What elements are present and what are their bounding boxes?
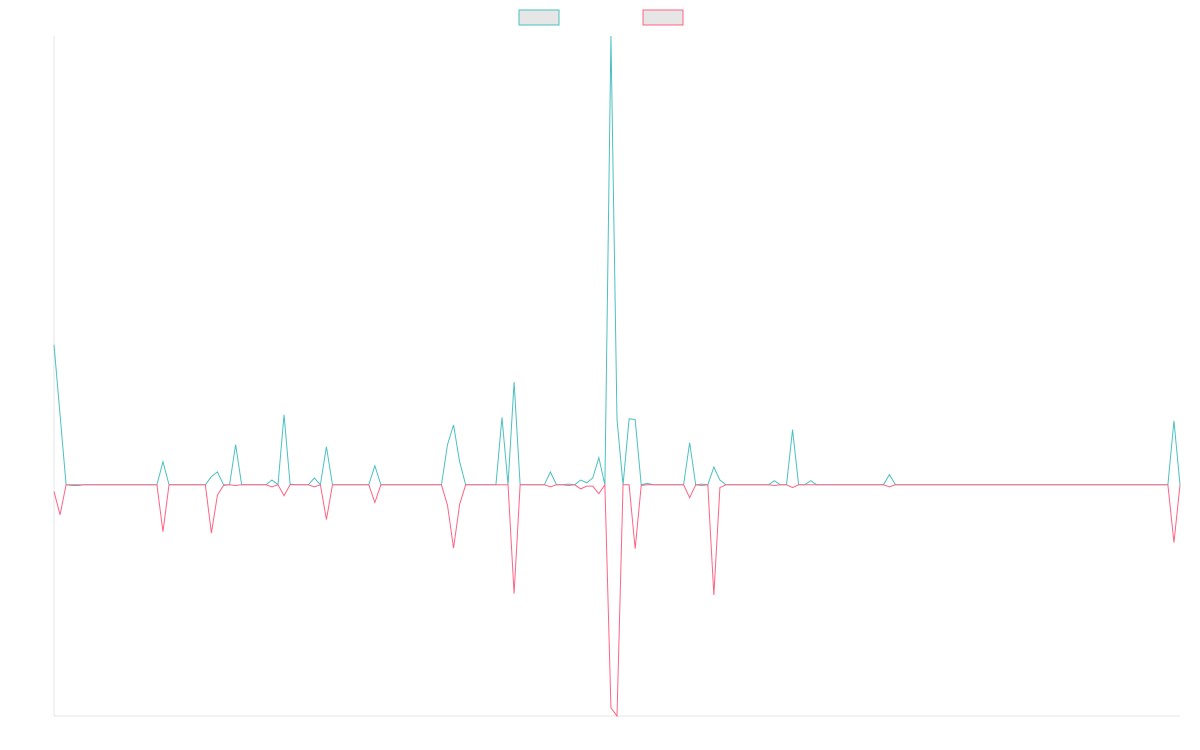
- series-line: [53, 483, 1181, 718]
- series-line: [53, 35, 1181, 486]
- legend-swatch[interactable]: [518, 9, 560, 26]
- legend-swatch[interactable]: [642, 9, 684, 26]
